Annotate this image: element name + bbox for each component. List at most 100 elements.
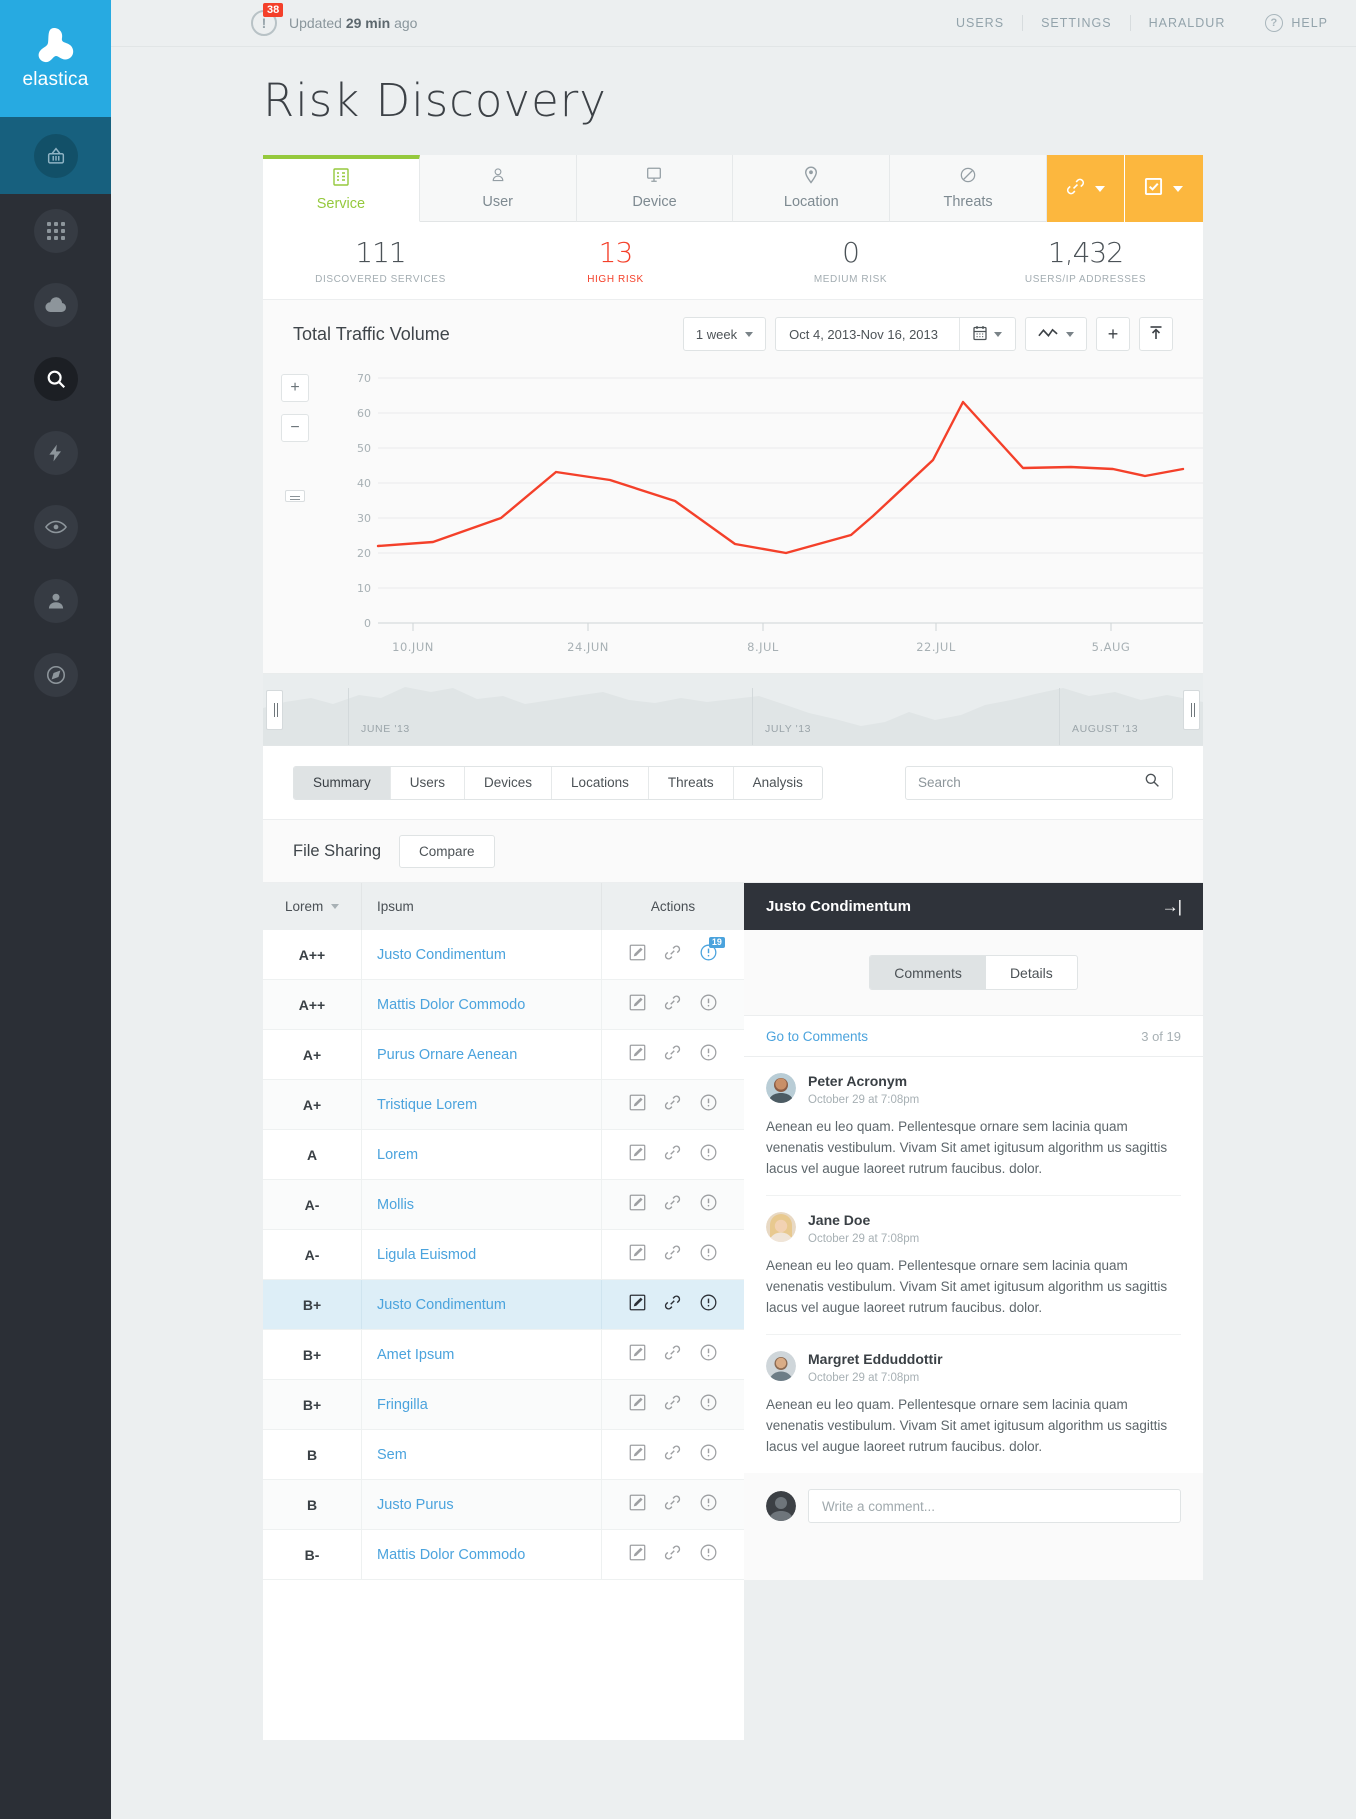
link-action-button[interactable] <box>1046 155 1125 222</box>
edit-icon[interactable] <box>629 1244 646 1266</box>
link-icon[interactable] <box>664 1144 681 1166</box>
sidebar-item-apps[interactable] <box>0 194 111 268</box>
brush-handle-left[interactable] <box>266 690 283 730</box>
row-name[interactable]: Purus Ornare Aenean <box>361 1030 601 1079</box>
sidebar-item-search[interactable] <box>0 342 111 416</box>
nav-haraldur[interactable]: HARALDUR <box>1148 16 1226 30</box>
table-row[interactable]: B- Mattis Dolor Commodo <box>263 1530 744 1580</box>
tab-device[interactable]: Device <box>576 155 734 222</box>
table-row[interactable]: A Lorem <box>263 1130 744 1180</box>
alert-indicator[interactable]: ! 38 <box>251 3 284 36</box>
sidebar-item-cloud[interactable] <box>0 268 111 342</box>
export-button[interactable] <box>1139 317 1173 351</box>
link-icon[interactable] <box>664 1394 681 1416</box>
date-range-control[interactable]: Oct 4, 2013-Nov 16, 2013 <box>775 317 1016 351</box>
row-name[interactable]: Mattis Dolor Commodo <box>361 1530 601 1579</box>
comment-input[interactable] <box>808 1489 1181 1523</box>
edit-icon[interactable] <box>629 1394 646 1416</box>
timeline-brush[interactable]: JUNE '13 JULY '13 AUGUST '13 <box>263 674 1203 746</box>
filter-users[interactable]: Users <box>391 766 466 799</box>
tab-comments[interactable]: Comments <box>870 956 986 989</box>
table-row[interactable]: B+ Fringilla <box>263 1380 744 1430</box>
row-name[interactable]: Tristique Lorem <box>361 1080 601 1129</box>
row-name[interactable]: Justo Purus <box>361 1480 601 1529</box>
row-name[interactable]: Sem <box>361 1430 601 1479</box>
tab-user[interactable]: User <box>419 155 577 222</box>
link-icon[interactable] <box>664 1044 681 1066</box>
tab-threats[interactable]: Threats <box>890 155 1047 222</box>
info-icon[interactable] <box>700 1094 717 1116</box>
table-row[interactable]: B Justo Purus <box>263 1480 744 1530</box>
edit-icon[interactable] <box>629 994 646 1016</box>
link-icon[interactable] <box>664 944 681 966</box>
nav-help[interactable]: ? HELP <box>1243 14 1328 32</box>
table-row[interactable]: B Sem <box>263 1430 744 1480</box>
sidebar-item-compass[interactable] <box>0 638 111 712</box>
sidebar-item-activity[interactable] <box>0 416 111 490</box>
range-select[interactable]: 1 week <box>682 317 767 351</box>
link-icon[interactable] <box>664 1344 681 1366</box>
zoom-slider-thumb[interactable] <box>285 490 305 502</box>
tab-location[interactable]: Location <box>733 155 891 222</box>
table-row[interactable]: B+ Justo Condimentum <box>263 1280 744 1330</box>
filter-threats[interactable]: Threats <box>649 766 734 799</box>
row-name[interactable]: Justo Condimentum <box>361 1280 601 1329</box>
table-row[interactable]: A++ Justo Condimentum 19 <box>263 930 744 980</box>
info-icon[interactable] <box>700 994 717 1016</box>
link-icon[interactable] <box>664 1194 681 1216</box>
tab-details[interactable]: Details <box>1009 964 1053 981</box>
compare-button[interactable]: Compare <box>399 834 495 868</box>
info-icon[interactable] <box>700 1444 717 1466</box>
sidebar-item-user[interactable] <box>0 564 111 638</box>
column-header-ipsum[interactable]: Ipsum <box>361 883 601 930</box>
row-name[interactable]: Ligula Euismod <box>361 1230 601 1279</box>
table-row[interactable]: A- Ligula Euismod <box>263 1230 744 1280</box>
info-icon[interactable] <box>700 1244 717 1266</box>
row-name[interactable]: Mattis Dolor Commodo <box>361 980 601 1029</box>
sidebar-item-basket[interactable] <box>0 117 111 194</box>
sidebar-item-monitor[interactable] <box>0 490 111 564</box>
info-icon[interactable] <box>700 1294 717 1316</box>
collapse-right-icon[interactable]: →| <box>1161 896 1182 916</box>
edit-icon[interactable] <box>629 1544 646 1566</box>
filter-analysis[interactable]: Analysis <box>752 775 803 790</box>
row-name[interactable]: Mollis <box>361 1180 601 1229</box>
edit-icon[interactable] <box>629 944 646 966</box>
brush-handle-right[interactable] <box>1183 690 1200 730</box>
row-name[interactable]: Amet Ipsum <box>361 1330 601 1379</box>
add-series-button[interactable]: + <box>1096 317 1130 351</box>
info-icon[interactable] <box>700 1544 717 1566</box>
info-icon[interactable] <box>700 1144 717 1166</box>
edit-icon[interactable] <box>629 1144 646 1166</box>
table-row[interactable]: B+ Amet Ipsum <box>263 1330 744 1380</box>
search-box[interactable] <box>905 765 1173 800</box>
zoom-out-button[interactable]: − <box>281 414 309 442</box>
edit-icon[interactable] <box>629 1194 646 1216</box>
search-input[interactable] <box>918 775 1144 790</box>
row-name[interactable]: Lorem <box>361 1130 601 1179</box>
edit-icon[interactable] <box>629 1444 646 1466</box>
column-header-lorem[interactable]: Lorem <box>263 899 361 914</box>
info-icon[interactable] <box>700 1344 717 1366</box>
info-icon[interactable]: 19 <box>700 936 725 966</box>
table-row[interactable]: A- Mollis <box>263 1180 744 1230</box>
zoom-in-button[interactable]: + <box>281 374 309 402</box>
search-icon[interactable] <box>1144 772 1160 793</box>
nav-settings[interactable]: SETTINGS <box>1023 15 1131 31</box>
filter-summary[interactable]: Summary <box>294 766 391 799</box>
link-icon[interactable] <box>664 994 681 1016</box>
link-icon[interactable] <box>664 1444 681 1466</box>
filter-locations[interactable]: Locations <box>552 766 649 799</box>
table-row[interactable]: A+ Tristique Lorem <box>263 1080 744 1130</box>
series-type-select[interactable] <box>1025 317 1087 351</box>
info-icon[interactable] <box>700 1194 717 1216</box>
edit-icon[interactable] <box>629 1044 646 1066</box>
go-to-comments-link[interactable]: Go to Comments <box>766 1028 869 1044</box>
chart-zoom-control[interactable]: + − <box>281 374 309 502</box>
brand-logo[interactable]: elastica <box>0 0 111 117</box>
table-row[interactable]: A++ Mattis Dolor Commodo <box>263 980 744 1030</box>
edit-icon[interactable] <box>629 1294 646 1316</box>
info-icon[interactable] <box>700 1494 717 1516</box>
link-icon[interactable] <box>664 1494 681 1516</box>
tab-service[interactable]: Service <box>263 155 420 222</box>
